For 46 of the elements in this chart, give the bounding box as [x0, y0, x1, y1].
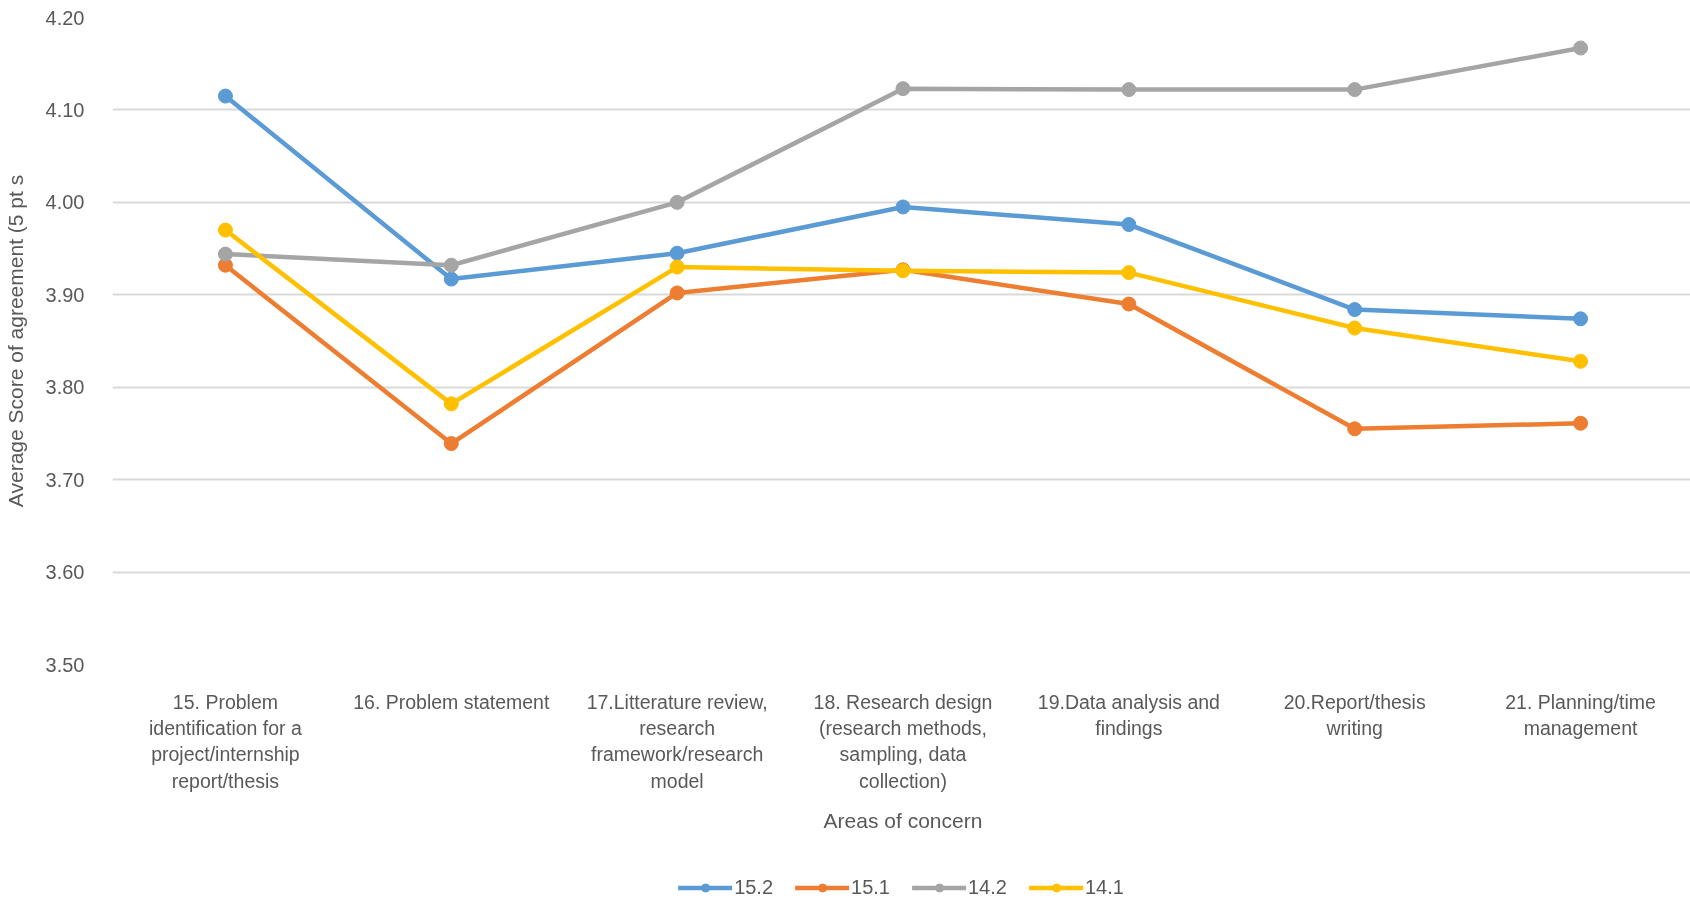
point — [669, 245, 685, 261]
point — [217, 246, 233, 262]
x-tick-label: 18. Research design (research methods, sampling, data collection) — [813, 690, 993, 792]
legend-label: 14.2 — [968, 875, 1007, 899]
point — [443, 436, 459, 452]
y-tick-label: 3.50 — [45, 653, 85, 676]
point — [895, 199, 911, 215]
legend-label: 15.1 — [851, 875, 890, 899]
legend-label: 15.2 — [734, 875, 774, 899]
point — [895, 81, 911, 97]
point — [1347, 320, 1363, 336]
point — [1121, 265, 1137, 281]
point — [669, 194, 685, 210]
point — [1573, 311, 1589, 327]
y-tick-label: 3.70 — [45, 468, 85, 491]
point — [1347, 302, 1363, 318]
x-tick-label: 19.Data analysis and findings — [1037, 690, 1220, 739]
point — [443, 257, 459, 273]
point — [1121, 296, 1137, 312]
x-tick-label: 21. Planning/time management — [1505, 690, 1656, 739]
x-tick-label: 15. Problem identification for a project/internship report/thesis — [149, 690, 302, 792]
point — [1573, 353, 1589, 369]
point — [1347, 82, 1363, 98]
point — [443, 396, 459, 412]
legend-label: 14.1 — [1084, 875, 1124, 899]
y-tick-label: 3.90 — [45, 283, 85, 306]
point — [669, 285, 685, 301]
y-tick-label: 3.80 — [45, 376, 85, 399]
point — [1347, 421, 1363, 437]
point — [1121, 217, 1137, 233]
point — [217, 222, 233, 238]
point — [1121, 82, 1137, 98]
y-tick-label: 4.20 — [45, 6, 85, 29]
point — [669, 259, 685, 275]
x-axis-title: Areas of concern — [823, 808, 983, 832]
point — [443, 271, 459, 287]
x-tick-label: 17.Litterature review, research framework/research model — [586, 690, 768, 792]
y-tick-label: 4.10 — [45, 98, 85, 121]
point — [1573, 40, 1589, 56]
y-axis-title: Average Score of agreement (5 pt s — [3, 174, 27, 508]
y-tick-label: 4.00 — [45, 191, 85, 214]
point — [217, 88, 233, 104]
x-tick-label: 20.Report/thesis writing — [1283, 690, 1426, 739]
y-tick-label: 3.60 — [45, 561, 85, 584]
point — [1573, 415, 1589, 431]
x-tick-label: 16. Problem statement — [353, 690, 550, 713]
